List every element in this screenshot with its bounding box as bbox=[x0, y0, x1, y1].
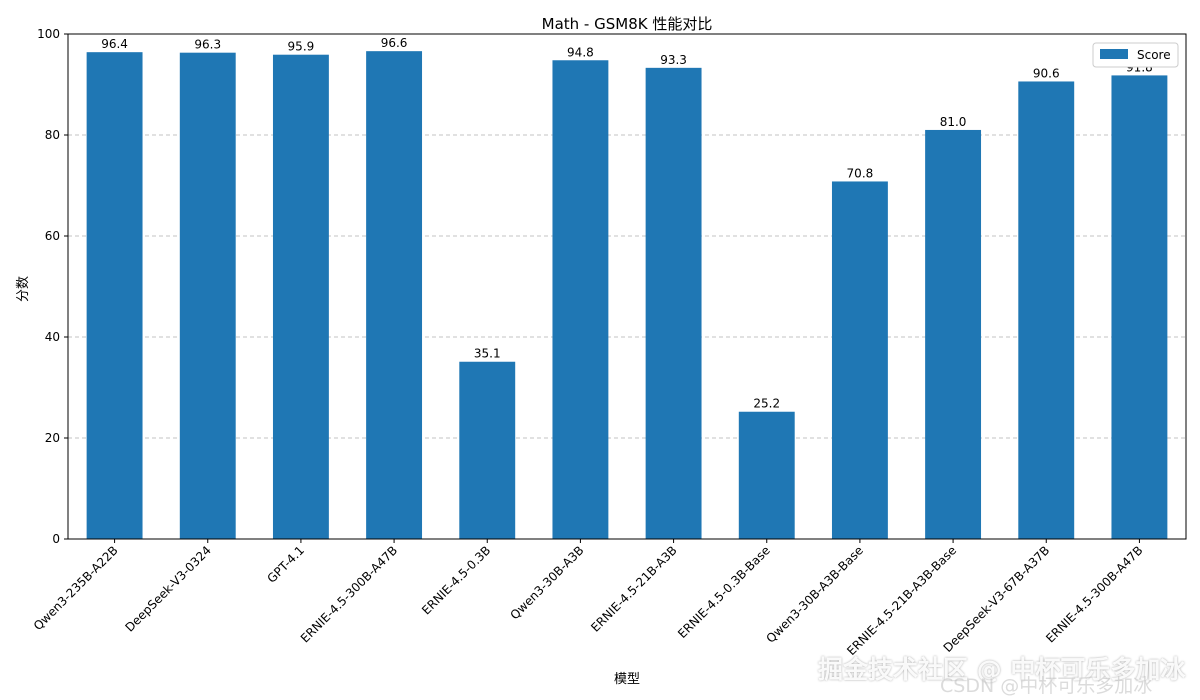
bars bbox=[86, 51, 1168, 540]
bar-value-label: 96.3 bbox=[194, 38, 221, 52]
bar bbox=[272, 54, 329, 540]
x-tick-label: ERNIE-4.5-300B-A47B bbox=[1043, 543, 1145, 645]
bar-value-label: 90.6 bbox=[1033, 66, 1060, 80]
bar-value-label: 96.6 bbox=[381, 36, 408, 50]
x-tick-label: Qwen3-235B-A22B bbox=[31, 543, 121, 633]
y-tick-label: 60 bbox=[45, 229, 60, 243]
bar-value-label: 70.8 bbox=[847, 166, 874, 180]
watermark-secondary: CSDN @中杯可乐多加冰 bbox=[940, 675, 1153, 697]
bar bbox=[831, 181, 888, 539]
bar-value-label: 93.3 bbox=[660, 53, 687, 67]
bar-value-label: 96.4 bbox=[101, 37, 128, 51]
bar bbox=[738, 411, 795, 539]
bar bbox=[552, 60, 609, 539]
bar bbox=[1018, 81, 1075, 539]
bar bbox=[645, 67, 702, 540]
bar-value-label: 35.1 bbox=[474, 347, 501, 361]
y-axis-ticks: 0 20 40 60 80 100 bbox=[37, 27, 68, 546]
legend-swatch-score bbox=[1100, 49, 1128, 59]
bar-value-labels: 96.4 96.3 95.9 96.6 35.1 94.8 93.3 25.2 70.8 81.0… bbox=[101, 36, 1153, 411]
bar-value-label: 25.2 bbox=[753, 397, 780, 411]
x-tick-label: Qwen3-30B-A3B-Base bbox=[764, 543, 867, 646]
x-tick-label: Qwen3-30B-A3B bbox=[507, 543, 586, 622]
x-tick-label: GPT-4.1 bbox=[264, 543, 307, 586]
bar bbox=[1111, 75, 1168, 539]
bar bbox=[86, 52, 143, 540]
y-axis-label: 分数 bbox=[16, 276, 31, 302]
x-axis-label: 模型 bbox=[614, 672, 640, 687]
y-tick-label: 80 bbox=[45, 128, 60, 142]
x-tick-label: ERNIE-4.5-0.3B bbox=[419, 543, 493, 617]
y-tick-label: 20 bbox=[45, 431, 60, 445]
y-tick-label: 0 bbox=[52, 532, 60, 546]
y-tick-label: 100 bbox=[37, 27, 60, 41]
x-tick-label: ERNIE-4.5-0.3B-Base bbox=[675, 543, 773, 641]
y-tick-label: 40 bbox=[45, 330, 60, 344]
bar bbox=[179, 52, 236, 540]
x-tick-label: DeepSeek-V3-0324 bbox=[122, 543, 213, 634]
bar-value-label: 95.9 bbox=[288, 40, 315, 54]
x-tick-label: ERNIE-4.5-21B-A3B-Base bbox=[844, 543, 959, 658]
x-tick-label: ERNIE-4.5-21B-A3B bbox=[588, 543, 680, 635]
watermark-primary: 掘金技术社区 @ 中杯可乐多加冰 bbox=[818, 655, 1186, 684]
bar-value-label: 81.0 bbox=[940, 115, 967, 129]
bar bbox=[459, 361, 516, 539]
bar bbox=[366, 51, 423, 540]
bar bbox=[925, 129, 982, 539]
legend-label-score: Score bbox=[1137, 48, 1171, 62]
plot-area-frame bbox=[67, 33, 1187, 540]
x-tick-label: DeepSeek-V3-67B-A37B bbox=[941, 543, 1053, 655]
bar-value-label: 94.8 bbox=[567, 45, 594, 59]
x-tick-label: ERNIE-4.5-300B-A47B bbox=[298, 543, 400, 645]
chart-title: Math - GSM8K 性能对比 bbox=[542, 15, 713, 33]
legend: Score bbox=[1092, 42, 1179, 68]
x-axis-ticks: Qwen3-235B-A22B DeepSeek-V3-0324 GPT-4.1ER… bbox=[31, 539, 1146, 658]
